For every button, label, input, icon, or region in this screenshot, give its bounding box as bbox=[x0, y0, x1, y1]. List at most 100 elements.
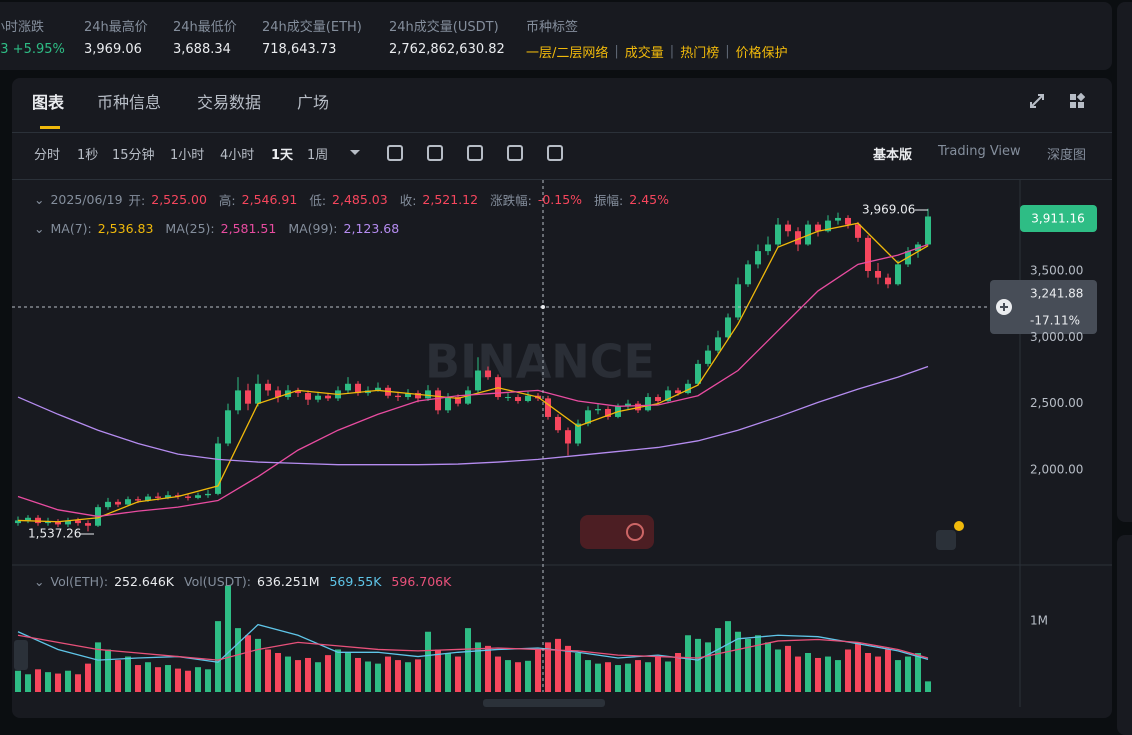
interval[interactable]: 4小时 bbox=[220, 148, 255, 163]
crosshair-change: -17.11% bbox=[1030, 314, 1080, 328]
legend-label: 收: bbox=[399, 193, 417, 208]
candle-body bbox=[505, 397, 511, 399]
candle-body bbox=[515, 397, 521, 402]
stat-label: 24h最高价 bbox=[84, 20, 148, 35]
candle-body bbox=[75, 520, 81, 524]
candle-body bbox=[745, 264, 751, 285]
view-option[interactable]: 基本版 bbox=[873, 148, 913, 163]
candle-body bbox=[35, 517, 41, 524]
separator: | bbox=[669, 44, 675, 59]
y-tick-label: 2,000.00 bbox=[1030, 463, 1083, 477]
interval[interactable]: 1天 bbox=[271, 148, 294, 163]
legend-value: 2,581.51 bbox=[220, 221, 277, 236]
tab[interactable]: 广场 bbox=[297, 93, 330, 112]
view-option[interactable]: 深度图 bbox=[1047, 148, 1087, 163]
candle-body bbox=[475, 370, 481, 391]
note-icon[interactable] bbox=[936, 530, 956, 550]
crosshair-box bbox=[990, 280, 1097, 334]
candle-body bbox=[655, 397, 661, 402]
collapse-btn[interactable] bbox=[14, 640, 28, 670]
candle-body bbox=[445, 397, 451, 411]
candle-body bbox=[305, 393, 311, 400]
tab-underline bbox=[40, 126, 60, 129]
stat-value: 718,643.73 bbox=[262, 42, 337, 57]
tag-list: 一层/二层网络 | 成交量 | 热门榜 | 价格保护 bbox=[526, 42, 788, 61]
interval[interactable]: 15分钟 bbox=[112, 148, 155, 163]
ma-legend: ⌄ MA(7): 2,536.83 MA(25): 2,581.51 MA(99): 2,1… bbox=[34, 221, 405, 236]
separator: | bbox=[614, 44, 619, 59]
candle-body bbox=[215, 443, 221, 494]
candle-body bbox=[635, 403, 641, 411]
candle-body bbox=[415, 393, 421, 399]
separator: | bbox=[725, 44, 730, 59]
candle-body bbox=[45, 521, 51, 524]
view-option[interactable]: Trading View bbox=[938, 144, 1021, 159]
candle-body bbox=[455, 397, 461, 404]
legend-label: 低: bbox=[309, 193, 327, 208]
legend-label: MA(25): bbox=[165, 221, 215, 236]
candle-body bbox=[235, 390, 241, 411]
stat-label: 小时涨跌 bbox=[0, 20, 45, 35]
v-tick-label: 1M bbox=[1030, 614, 1048, 628]
candle-body bbox=[735, 284, 741, 318]
candle-body bbox=[465, 390, 471, 404]
candle-body bbox=[485, 370, 491, 378]
tag[interactable]: 热门榜 bbox=[680, 46, 720, 61]
fullscreen-icon[interactable] bbox=[1029, 93, 1045, 109]
candle-body bbox=[645, 397, 651, 411]
tab[interactable]: 图表 bbox=[32, 93, 65, 112]
candle-body bbox=[875, 271, 881, 278]
tool-icon[interactable] bbox=[547, 145, 563, 161]
candle-body bbox=[355, 383, 361, 394]
tool-icon[interactable] bbox=[507, 145, 523, 161]
candle-body bbox=[245, 390, 251, 404]
tag[interactable]: 价格保护 bbox=[735, 46, 788, 61]
dropdown[interactable] bbox=[350, 150, 360, 155]
tool-icon[interactable] bbox=[427, 145, 443, 161]
candle-body bbox=[755, 251, 761, 265]
candle-body bbox=[715, 337, 721, 351]
candle-body bbox=[105, 501, 111, 508]
candle-body bbox=[925, 216, 931, 245]
interval[interactable]: 1周 bbox=[307, 148, 329, 163]
tool-icon[interactable] bbox=[467, 145, 483, 161]
crosshair-dot bbox=[541, 305, 545, 309]
candle-body bbox=[845, 217, 851, 225]
candle-body bbox=[205, 493, 211, 496]
legend-value: 636.251M bbox=[257, 574, 320, 589]
candle-body bbox=[555, 416, 561, 431]
tab[interactable]: 交易数据 bbox=[197, 93, 262, 112]
candle-body bbox=[85, 523, 91, 526]
tag[interactable]: 成交量 bbox=[624, 46, 664, 61]
legend-value: 2,123.68 bbox=[343, 221, 400, 236]
candle-body bbox=[405, 393, 411, 398]
tool-icon[interactable] bbox=[387, 145, 403, 161]
candle-body bbox=[595, 408, 601, 411]
candle-body bbox=[685, 383, 691, 394]
chevron: ⌄ bbox=[34, 221, 45, 236]
legend-label: Vol(USDT): bbox=[183, 574, 251, 589]
chevron: ⌄ bbox=[34, 574, 45, 589]
scrollbar bbox=[483, 699, 605, 707]
candle-body bbox=[825, 220, 831, 232]
badge bbox=[954, 521, 964, 531]
candle-body bbox=[345, 383, 351, 391]
tag-title: 币种标签 bbox=[526, 20, 579, 35]
candle-body bbox=[145, 496, 151, 501]
interval[interactable]: 1秒 bbox=[77, 148, 99, 163]
candle-body bbox=[295, 390, 301, 394]
side-panel bbox=[1117, 2, 1132, 522]
tab[interactable]: 币种信息 bbox=[97, 93, 162, 112]
interval[interactable]: 分时 bbox=[34, 148, 61, 163]
candle-body bbox=[795, 231, 801, 245]
tag[interactable]: 一层/二层网络 bbox=[526, 46, 609, 61]
layout-icon[interactable] bbox=[1069, 92, 1086, 109]
interval[interactable]: 1小时 bbox=[170, 148, 205, 163]
candle-body bbox=[65, 520, 71, 525]
last-price: 3,911.16 bbox=[1031, 212, 1084, 226]
ohlc-legend: ⌄ 2025/06/19 开: 2,525.00 高: 2,546.91 低: 2,485.0… bbox=[34, 190, 675, 209]
candle-body bbox=[255, 383, 261, 404]
side-panel bbox=[1117, 535, 1132, 735]
candle-body bbox=[525, 395, 531, 402]
crosshair-price: 3,241.88 bbox=[1030, 287, 1083, 301]
